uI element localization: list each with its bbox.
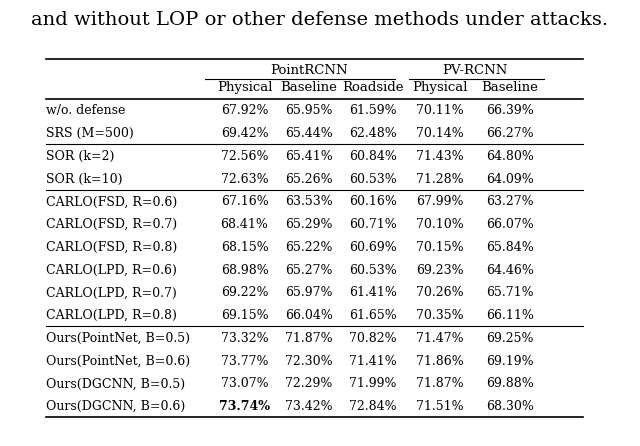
Text: 65.97%: 65.97% <box>285 286 333 299</box>
Text: Baseline: Baseline <box>481 81 538 94</box>
Text: 71.41%: 71.41% <box>349 355 397 368</box>
Text: 70.10%: 70.10% <box>416 218 464 231</box>
Text: 72.30%: 72.30% <box>285 355 333 368</box>
Text: 65.95%: 65.95% <box>285 104 333 117</box>
Text: 70.82%: 70.82% <box>349 332 397 345</box>
Text: 60.84%: 60.84% <box>349 150 397 163</box>
Text: 69.23%: 69.23% <box>417 264 464 277</box>
Text: 70.11%: 70.11% <box>416 104 464 117</box>
Text: 72.84%: 72.84% <box>349 400 397 413</box>
Text: 60.16%: 60.16% <box>349 195 397 208</box>
Text: CARLO(FSD, R=0.6): CARLO(FSD, R=0.6) <box>46 195 177 208</box>
Text: 60.69%: 60.69% <box>349 241 397 254</box>
Text: 68.30%: 68.30% <box>486 400 534 413</box>
Text: 69.19%: 69.19% <box>486 355 534 368</box>
Text: 66.07%: 66.07% <box>486 218 534 231</box>
Text: 61.65%: 61.65% <box>349 309 397 322</box>
Text: 68.15%: 68.15% <box>221 241 268 254</box>
Text: 66.04%: 66.04% <box>285 309 333 322</box>
Text: PV-RCNN: PV-RCNN <box>442 64 508 77</box>
Text: Baseline: Baseline <box>280 81 337 94</box>
Text: 71.87%: 71.87% <box>417 377 464 390</box>
Text: 69.42%: 69.42% <box>221 127 268 140</box>
Text: SOR (k=10): SOR (k=10) <box>46 173 123 186</box>
Text: 68.98%: 68.98% <box>221 264 268 277</box>
Text: CARLO(LPD, R=0.8): CARLO(LPD, R=0.8) <box>46 309 177 322</box>
Text: 68.41%: 68.41% <box>221 218 269 231</box>
Text: 64.46%: 64.46% <box>486 264 534 277</box>
Text: 70.26%: 70.26% <box>417 286 464 299</box>
Text: and without LOP or other defense methods under attacks.: and without LOP or other defense methods… <box>31 11 609 29</box>
Text: SOR (k=2): SOR (k=2) <box>46 150 115 163</box>
Text: 60.53%: 60.53% <box>349 173 397 186</box>
Text: w/o. defense: w/o. defense <box>46 104 125 117</box>
Text: 69.15%: 69.15% <box>221 309 268 322</box>
Text: 70.14%: 70.14% <box>416 127 464 140</box>
Text: Ours(PointNet, B=0.6): Ours(PointNet, B=0.6) <box>46 355 190 368</box>
Text: 64.80%: 64.80% <box>486 150 534 163</box>
Text: 73.74%: 73.74% <box>219 400 270 413</box>
Text: 65.44%: 65.44% <box>285 127 333 140</box>
Text: PointRCNN: PointRCNN <box>270 64 348 77</box>
Text: 71.86%: 71.86% <box>416 355 464 368</box>
Text: 66.11%: 66.11% <box>486 309 534 322</box>
Text: 69.22%: 69.22% <box>221 286 268 299</box>
Text: 60.53%: 60.53% <box>349 264 397 277</box>
Text: 72.29%: 72.29% <box>285 377 333 390</box>
Text: 63.27%: 63.27% <box>486 195 534 208</box>
Text: Roadside: Roadside <box>342 81 404 94</box>
Text: CARLO(FSD, R=0.8): CARLO(FSD, R=0.8) <box>46 241 177 254</box>
Text: 73.32%: 73.32% <box>221 332 268 345</box>
Text: Physical: Physical <box>217 81 272 94</box>
Text: 62.48%: 62.48% <box>349 127 397 140</box>
Text: CARLO(LPD, R=0.7): CARLO(LPD, R=0.7) <box>46 286 177 299</box>
Text: 71.51%: 71.51% <box>417 400 464 413</box>
Text: 63.53%: 63.53% <box>285 195 333 208</box>
Text: 65.41%: 65.41% <box>285 150 333 163</box>
Text: SRS (M=500): SRS (M=500) <box>46 127 134 140</box>
Text: 72.56%: 72.56% <box>221 150 268 163</box>
Text: 70.35%: 70.35% <box>417 309 464 322</box>
Text: 72.63%: 72.63% <box>221 173 268 186</box>
Text: 66.39%: 66.39% <box>486 104 534 117</box>
Text: Ours(DGCNN, B=0.5): Ours(DGCNN, B=0.5) <box>46 377 185 390</box>
Text: 64.09%: 64.09% <box>486 173 534 186</box>
Text: 61.41%: 61.41% <box>349 286 397 299</box>
Text: 73.42%: 73.42% <box>285 400 333 413</box>
Text: 60.71%: 60.71% <box>349 218 397 231</box>
Text: CARLO(LPD, R=0.6): CARLO(LPD, R=0.6) <box>46 264 177 277</box>
Text: 71.87%: 71.87% <box>285 332 333 345</box>
Text: CARLO(FSD, R=0.7): CARLO(FSD, R=0.7) <box>46 218 177 231</box>
Text: 65.71%: 65.71% <box>486 286 534 299</box>
Text: 73.77%: 73.77% <box>221 355 268 368</box>
Text: Physical: Physical <box>412 81 468 94</box>
Text: Ours(PointNet, B=0.5): Ours(PointNet, B=0.5) <box>46 332 190 345</box>
Text: 67.92%: 67.92% <box>221 104 268 117</box>
Text: 65.27%: 65.27% <box>285 264 333 277</box>
Text: 66.27%: 66.27% <box>486 127 534 140</box>
Text: 70.15%: 70.15% <box>417 241 464 254</box>
Text: 65.84%: 65.84% <box>486 241 534 254</box>
Text: 69.88%: 69.88% <box>486 377 534 390</box>
Text: 71.28%: 71.28% <box>417 173 464 186</box>
Text: 71.47%: 71.47% <box>417 332 464 345</box>
Text: 67.16%: 67.16% <box>221 195 268 208</box>
Text: 65.26%: 65.26% <box>285 173 333 186</box>
Text: 71.99%: 71.99% <box>349 377 397 390</box>
Text: 61.59%: 61.59% <box>349 104 397 117</box>
Text: 69.25%: 69.25% <box>486 332 534 345</box>
Text: 71.43%: 71.43% <box>416 150 464 163</box>
Text: 65.29%: 65.29% <box>285 218 333 231</box>
Text: Ours(DGCNN, B=0.6): Ours(DGCNN, B=0.6) <box>46 400 186 413</box>
Text: 73.07%: 73.07% <box>221 377 268 390</box>
Text: 67.99%: 67.99% <box>417 195 464 208</box>
Text: 65.22%: 65.22% <box>285 241 333 254</box>
